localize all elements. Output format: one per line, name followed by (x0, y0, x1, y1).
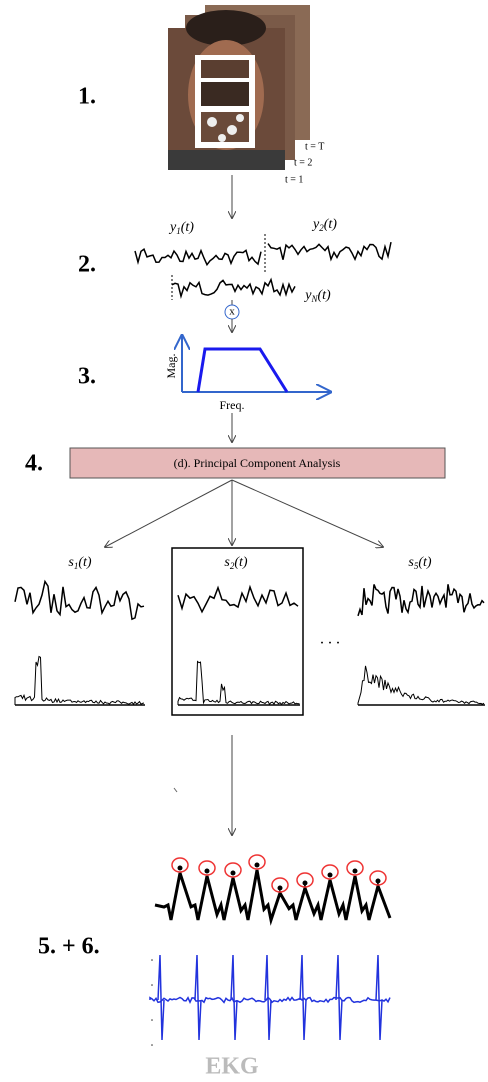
label-sub: 5 (414, 561, 419, 571)
signal (357, 584, 485, 617)
signal (177, 584, 299, 614)
ekg-label: EKG (205, 1054, 259, 1080)
spectrum (177, 660, 300, 706)
ekg-signal (149, 996, 391, 1005)
label-arg: (t) (324, 217, 338, 232)
ekg-spike (335, 954, 343, 1041)
peak-dot (230, 870, 236, 876)
signal-label: y2(t) (311, 217, 337, 233)
label-base: y (168, 220, 177, 235)
peak-marker (224, 862, 242, 878)
spectrum (14, 655, 145, 706)
peak-dot (375, 878, 381, 884)
peak-marker (321, 864, 339, 880)
dot (151, 959, 153, 961)
video-frames (168, 5, 310, 170)
spectrum (357, 665, 485, 705)
signal (134, 248, 262, 267)
step-label: 4. (25, 451, 43, 477)
mark (173, 787, 178, 793)
label-arg: (t) (418, 555, 432, 570)
ekg-spike (264, 954, 272, 1041)
label-sub: 1 (176, 226, 181, 236)
dot (151, 1019, 153, 1021)
label-arg: (t) (318, 288, 332, 303)
signal-label: s2(t) (224, 555, 248, 571)
filter-response (196, 347, 289, 393)
signal (14, 579, 145, 621)
dot (151, 984, 153, 986)
peak-dot (327, 872, 333, 878)
ekg-spike (230, 954, 238, 1041)
step-label: 3. (78, 364, 96, 390)
label-base: s (68, 555, 74, 570)
ekg-spike (299, 954, 307, 1041)
label-sub: N (310, 294, 318, 304)
label-arg: (t) (234, 555, 248, 570)
peak-dot (277, 885, 283, 891)
pca-label: (d). Principal Component Analysis (174, 456, 341, 470)
peak-marker (171, 857, 189, 873)
signal-label: y1(t) (168, 220, 194, 236)
arrow (105, 479, 233, 547)
frame-label: t = T (305, 141, 324, 152)
peak-marker (248, 854, 266, 870)
label-base: s (408, 555, 414, 570)
label-base: s (224, 555, 230, 570)
axis-label: Mag. (164, 354, 178, 379)
frame-label: t = 2 (294, 157, 312, 168)
peak-marker (198, 860, 216, 876)
ppg-signal (154, 869, 392, 926)
label-arg: (t) (78, 555, 92, 570)
signal-label: s5(t) (408, 555, 432, 571)
peak-marker (369, 870, 387, 886)
signal-label: s1(t) (68, 555, 92, 571)
dot (151, 1044, 153, 1046)
peak-dot (302, 880, 308, 886)
ekg-spike (194, 954, 202, 1041)
signal (171, 277, 296, 299)
label-arg: (t) (181, 220, 195, 235)
ellipsis: . . . (320, 631, 340, 648)
step-label: 2. (78, 252, 96, 278)
label-base: y (311, 217, 320, 232)
selected-box (171, 547, 304, 716)
label-sub: 2 (319, 223, 324, 233)
peak-dot (204, 868, 210, 874)
peak-marker (271, 877, 289, 893)
peak-dot (352, 868, 358, 874)
peak-marker (346, 860, 364, 876)
signal-label: yN(t) (303, 288, 331, 304)
label-base: y (303, 288, 312, 303)
ekg-spike (375, 954, 383, 1041)
arrow (231, 479, 383, 547)
peak-marker (296, 872, 314, 888)
frame-label: t = 1 (285, 174, 303, 185)
multiply-label: x (229, 306, 235, 318)
axis-label: Freq. (220, 398, 245, 412)
peak-dot (254, 862, 260, 868)
step-label: 5. + 6. (38, 934, 100, 960)
label-sub: 2 (230, 561, 235, 571)
ekg-spike (157, 954, 165, 1041)
step-label: 1. (78, 84, 96, 110)
peak-dot (177, 865, 183, 871)
label-sub: 1 (74, 561, 79, 571)
pca-box (69, 447, 446, 479)
signal (267, 241, 392, 262)
